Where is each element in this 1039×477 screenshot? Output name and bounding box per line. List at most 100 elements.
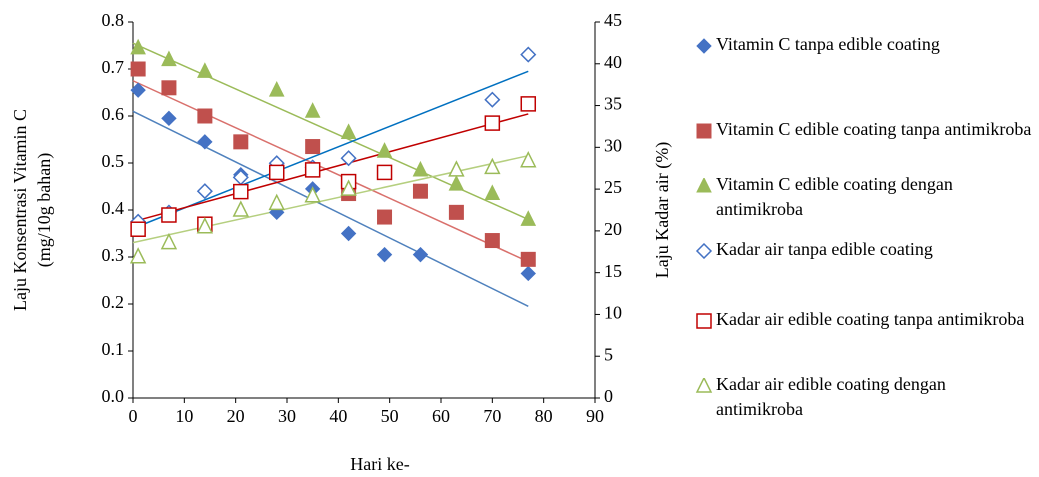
marker [484,184,501,201]
marker [304,102,321,118]
legend-entry: Vitamin C edible coating dengan antimikr… [695,172,1036,222]
legend-marker [695,378,713,393]
y-tick-label: 0.4 [102,198,125,218]
y2-tick-label: 25 [604,177,622,197]
marker [484,91,501,108]
legend-marker [695,243,713,259]
marker [696,313,712,329]
marker [376,142,393,158]
legend-entry: Kadar air edible coating dengan antimikr… [695,372,1036,422]
marker [197,62,213,78]
legend-label: Vitamin C edible coating tanpa antimikro… [716,119,1032,139]
y-tick-label: 0.7 [102,57,125,77]
marker [340,225,357,242]
y-tick-label: 0.0 [102,386,125,406]
marker [196,217,214,234]
marker [340,179,357,196]
marker [268,193,285,211]
y2-tick-label: 40 [604,52,622,72]
marker [520,265,536,282]
x-axis-title: Hari ke- [350,454,409,474]
marker [484,233,500,249]
marker [448,175,465,191]
marker [695,378,713,393]
trend-line [132,154,529,244]
y-axis-title: Laju Konsentrasi Vitamin C [10,109,30,311]
legend-label: Kadar air edible coating tanpa antimikro… [716,309,1025,329]
marker [484,157,501,175]
legend-marker [696,123,712,139]
y2-tick-label: 10 [604,303,622,323]
y2-tick-label: 45 [604,10,622,30]
marker [376,246,393,263]
marker [448,204,464,220]
marker [232,200,250,217]
marker [268,81,285,97]
marker [129,247,147,264]
chart: Hari ke- Laju Konsentrasi Vitamin C (mg/… [10,10,673,474]
legend-label: Vitamin C tanpa edible coating [716,34,940,54]
marker [130,82,146,98]
marker [520,210,537,226]
marker [696,123,712,139]
x-tick-label: 50 [381,406,399,426]
trend-line [132,42,529,221]
x-tick-label: 0 [129,406,138,426]
y-tick-label: 0.5 [102,151,125,171]
y2-tick-label: 35 [604,94,622,114]
legend-label: Kadar air edible coating dengan antimikr… [716,374,946,419]
legend-marker [696,38,712,54]
legend-label: Vitamin C edible coating dengan antimikr… [716,174,953,219]
trend-line [132,70,529,230]
marker [130,221,146,237]
marker [233,134,249,150]
y-tick-label: 0.2 [102,292,125,312]
legend-entry: Kadar air tanpa edible coating [695,237,1036,262]
marker [695,243,713,259]
marker [268,164,285,181]
marker [161,110,177,127]
legend-entry: Vitamin C tanpa edible coating [695,32,1036,57]
y-tick-label: 0.8 [102,10,125,30]
trend-line [132,80,529,263]
marker [520,46,537,63]
marker [412,160,429,177]
legend-entry: Kadar air edible coating tanpa antimikro… [695,307,1036,332]
y-tick-label: 0.1 [102,339,125,359]
marker [340,123,357,139]
marker [377,209,393,225]
marker [412,246,429,263]
marker [304,162,321,178]
x-tick-label: 70 [483,406,501,426]
x-tick-label: 10 [175,406,193,426]
marker [197,134,213,150]
y2-tick-label: 20 [604,219,622,239]
y2-tick-label: 5 [604,344,613,364]
trend-line [132,110,529,308]
legend-entry: Vitamin C edible coating tanpa antimikro… [695,117,1036,142]
marker [304,186,321,203]
marker [161,207,177,223]
marker [197,108,213,124]
marker [130,61,146,77]
marker [520,96,537,112]
marker [696,38,712,54]
x-tick-label: 90 [586,406,604,426]
legend-marker [696,313,712,329]
marker [305,139,321,155]
marker [412,183,428,199]
y2-axis-title: Laju Kadar air (%) [652,142,673,278]
x-tick-label: 30 [278,406,296,426]
marker [520,151,537,168]
marker [233,183,249,200]
marker [130,38,146,55]
y2-tick-label: 15 [604,261,622,281]
marker [161,50,177,67]
y2-tick-label: 30 [604,135,622,155]
marker [448,160,465,177]
legend-marker [696,178,712,193]
y-tick-label: 0.6 [102,104,125,124]
x-tick-label: 20 [227,406,245,426]
marker [376,164,393,181]
x-tick-label: 60 [432,406,450,426]
